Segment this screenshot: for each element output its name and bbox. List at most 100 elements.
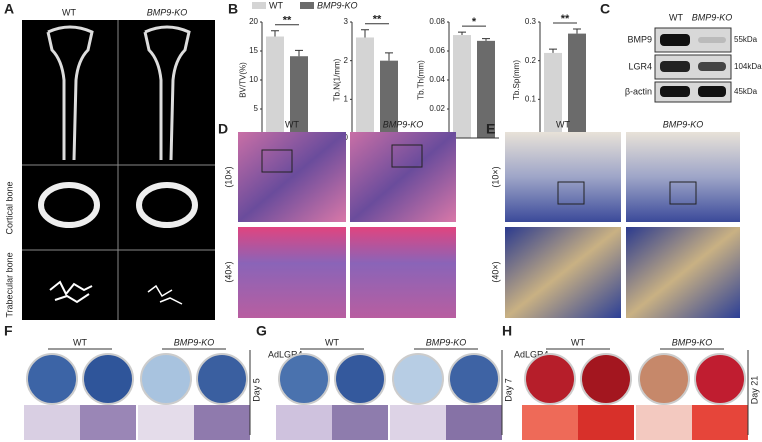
panel-label: G [256,323,267,339]
legend-label: WT [269,0,283,10]
cortical-ko [136,182,198,228]
culture-dish [26,353,78,405]
micrograph [80,405,136,440]
magnification-label: (10×) [223,166,233,187]
day-label: Day 21 [749,376,759,405]
protein-label: β-actin [625,86,652,96]
y-tick-label: 0.1 [525,94,537,103]
y-axis-label: Tb.N(1/mm) [333,58,342,101]
micrograph [24,405,80,440]
trabecular-wt [49,280,93,304]
significance-label: ** [283,15,292,27]
y-tick-label: 20 [249,17,258,26]
group-label: BMP9-KO [426,337,467,347]
micrograph [138,405,194,440]
culture-dish [694,353,746,405]
significance-label: ** [561,13,570,25]
micrograph [578,405,634,440]
culture-dish [392,353,444,405]
error-bar [458,31,466,36]
histology-image [238,227,346,318]
legend-swatch [300,2,314,9]
error-bar [549,48,557,53]
band [660,61,690,72]
error-bar [573,28,581,34]
size-label: 45kDa [734,87,758,96]
western-blot [654,27,732,103]
panel-label: E [486,121,495,137]
histology-image [350,132,456,222]
culture-dish [448,353,500,405]
column-label: BMP9-KO [383,119,424,129]
y-tick-label: 0.06 [429,46,445,55]
panel-label: B [228,1,238,17]
culture-dish [334,353,386,405]
ihc-image [505,132,621,222]
y-tick-label: 2 [344,56,349,65]
bar [290,56,308,138]
bar [356,37,374,138]
protein-label: LGR4 [628,61,652,71]
micrograph [636,405,692,440]
cortical-wt [38,182,100,228]
group-label: WT [325,337,339,347]
error-bar [295,49,303,57]
column-label: WT [669,12,683,22]
error-bar [482,38,490,41]
ihc-image [626,132,740,222]
group-label: WT [571,337,585,347]
y-axis-label: Tb.Sp(mm) [512,60,521,100]
culture-dish [524,353,576,405]
y-tick-label: 0.3 [525,17,537,26]
y-tick-label: 10 [249,75,258,84]
band [698,86,726,97]
band [698,62,726,71]
bar [568,33,586,138]
row-label: Trabecular bone [4,252,14,317]
significance-label: ** [373,14,382,26]
band [660,34,690,46]
day-label: Day 7 [503,378,513,402]
culture-dish [140,353,192,405]
bar [380,60,398,138]
culture-dish [638,353,690,405]
column-label: BMP9-KO [663,119,704,129]
y-tick-label: 0.04 [429,75,445,84]
y-axis-label: Tb.Th(mm) [417,60,426,100]
panel-a-images [22,20,215,320]
culture-dish [82,353,134,405]
panel-label: F [4,323,13,339]
treatment-label: AdLGR4 [268,349,303,359]
magnification-label: (10×) [490,166,500,187]
group-label: WT [73,337,87,347]
micrograph [692,405,748,440]
micrograph [522,405,578,440]
y-tick-label: 0 [344,133,349,142]
bar [453,35,471,138]
femur-ko [143,25,191,161]
size-label: 104kDa [734,62,762,71]
bar [544,52,562,138]
y-tick-label: 0.08 [429,17,445,26]
group-label: BMP9-KO [672,337,713,347]
magnification-label: (40×) [490,261,500,282]
band [660,86,690,97]
day-label: Day 5 [251,378,261,402]
micrograph [332,405,388,440]
culture-dish [196,353,248,405]
ihc-image [626,227,740,318]
culture-dish [580,353,632,405]
y-tick-label: 15 [249,46,258,55]
magnification-label: (40×) [223,261,233,282]
trabecular-ko [147,284,183,305]
column-label: WT [556,119,570,129]
micrograph [194,405,250,440]
treatment-label: AdLGR4 [514,349,549,359]
bar [477,40,495,138]
band [698,37,726,43]
panel-label: H [502,323,512,339]
size-label: 55kDa [734,35,758,44]
y-tick-label: 3 [344,17,349,26]
